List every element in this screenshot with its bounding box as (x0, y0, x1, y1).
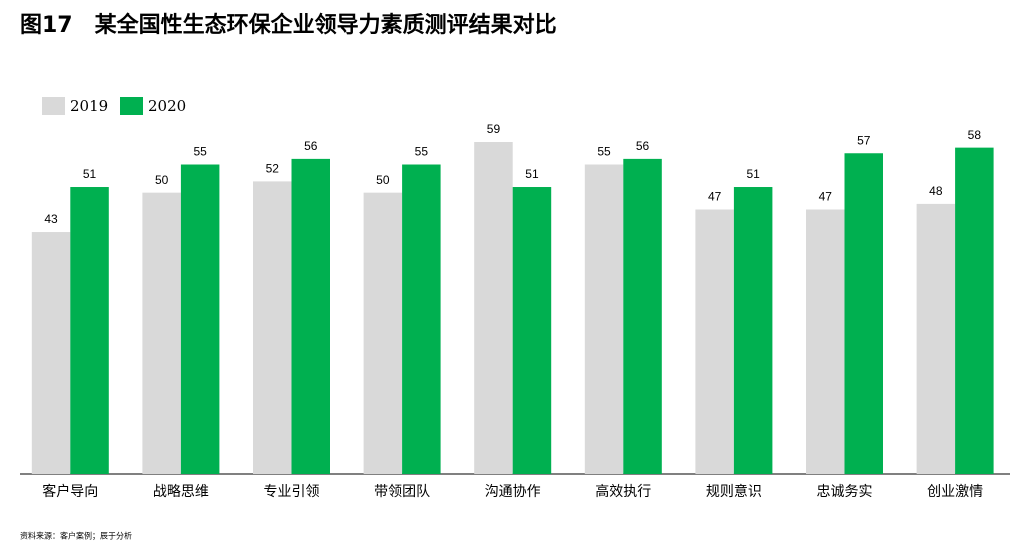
x-tick-label: 忠诚务实 (817, 484, 873, 500)
bar (31, 232, 71, 474)
x-tick-label: 高效执行 (595, 483, 651, 500)
data-label: 43 (44, 212, 58, 226)
bar (363, 192, 403, 474)
bar (733, 187, 773, 474)
legend-label: 2020 (148, 97, 186, 115)
x-tick-label: 专业引领 (264, 484, 320, 500)
bar (695, 209, 734, 474)
data-label: 50 (155, 173, 169, 187)
data-label: 51 (525, 167, 539, 181)
legend-swatch (42, 97, 65, 115)
bar (253, 181, 292, 474)
bar (474, 142, 513, 474)
data-label: 51 (83, 167, 97, 181)
bar (180, 164, 220, 474)
x-tick-label: 带领团队 (374, 484, 430, 500)
data-label: 55 (597, 145, 611, 159)
data-label: 55 (415, 145, 429, 159)
data-label: 55 (193, 145, 207, 159)
bar (402, 164, 441, 474)
bar (916, 203, 956, 474)
bar (844, 153, 883, 474)
chart-title: 图17 某全国性生态环保企业领导力素质测评结果对比 (20, 12, 557, 38)
bar (806, 209, 845, 474)
legend-swatch (120, 97, 143, 115)
data-label: 57 (857, 133, 871, 147)
bar (584, 164, 624, 474)
data-label: 59 (487, 122, 501, 136)
bar (512, 187, 552, 474)
data-label: 58 (968, 128, 982, 142)
bar (70, 187, 109, 474)
source-note: 资料来源：客户案例；辰于分析 (20, 531, 132, 541)
legend-label: 2019 (70, 97, 108, 115)
data-label: 56 (304, 139, 318, 153)
data-label: 50 (376, 173, 390, 187)
x-tick-label: 创业激情 (927, 483, 983, 500)
data-label: 48 (929, 184, 943, 198)
data-label: 52 (266, 162, 280, 176)
bar (955, 147, 994, 474)
bar (142, 192, 181, 474)
x-tick-label: 沟通协作 (485, 484, 541, 500)
x-tick-label: 客户导向 (42, 483, 98, 500)
data-label: 56 (636, 139, 650, 153)
data-label: 47 (708, 190, 722, 204)
bar (291, 158, 330, 475)
x-tick-label: 规则意识 (706, 483, 762, 500)
data-label: 51 (746, 167, 760, 181)
bar (623, 158, 662, 475)
x-tick-label: 战略思维 (153, 484, 209, 500)
data-label: 47 (819, 190, 833, 204)
